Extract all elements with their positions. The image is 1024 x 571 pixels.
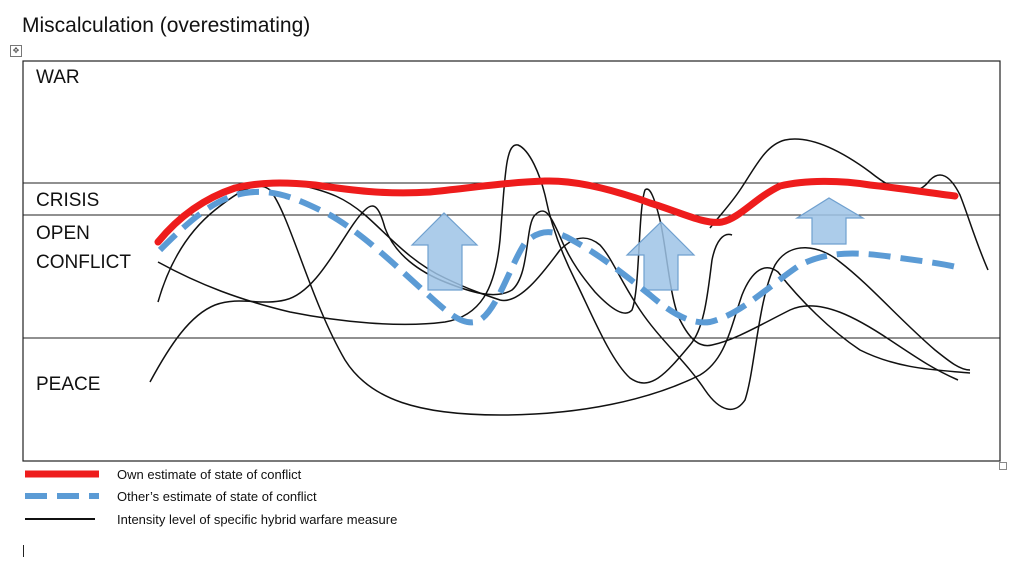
- legend-swatch-black: [25, 518, 95, 520]
- zone-label-crisis: CRISIS: [36, 190, 99, 211]
- measure-curve: [709, 138, 989, 271]
- diagram-title: Miscalculation (overestimating): [22, 14, 311, 37]
- escalation-arrows: [410, 197, 866, 291]
- legend-swatch-blue-dashed: [25, 493, 99, 499]
- zone-label-conflict: CONFLICT: [36, 252, 131, 273]
- own-estimate-line: [154, 177, 959, 246]
- legend-item-own: Own estimate of state of conflict: [22, 463, 301, 485]
- legend-swatch-red: [25, 470, 99, 478]
- zone-label-war: WAR: [36, 67, 80, 88]
- up-arrow-icon: [794, 197, 866, 245]
- legend-item-other: Other’s estimate of state of conflict: [22, 485, 317, 507]
- resize-handle[interactable]: [999, 462, 1007, 470]
- legend-item-measure: Intensity level of specific hybrid warfa…: [22, 508, 397, 530]
- up-arrow-icon: [625, 221, 696, 291]
- measure-curve: [237, 182, 971, 410]
- others-estimate-line: [157, 188, 961, 326]
- legend-label-own: Own estimate of state of conflict: [117, 466, 302, 482]
- zone-label-open: OPEN: [36, 223, 90, 244]
- diagram-frame: [22, 60, 1001, 462]
- up-arrow-icon: [410, 212, 479, 291]
- table-move-handle-icon[interactable]: ✥: [10, 45, 22, 57]
- zone-label-peace: PEACE: [36, 374, 100, 395]
- text-cursor: [23, 545, 24, 557]
- legend-label-measure: Intensity level of specific hybrid warfa…: [117, 511, 398, 527]
- legend-label-other: Other’s estimate of state of conflict: [117, 488, 317, 504]
- measure-curve: [149, 188, 959, 383]
